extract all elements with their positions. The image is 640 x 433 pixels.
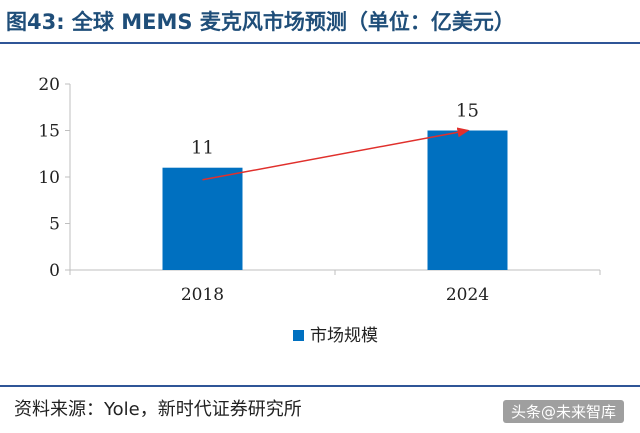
y-tick-label: 15 [38, 122, 60, 142]
y-tick-label: 10 [38, 168, 60, 188]
bar [162, 167, 243, 270]
y-tick-label: 20 [38, 75, 60, 95]
bar-chart: 0 5 10 15 20 11 2018 15 2024 市场规模 [38, 75, 601, 346]
x-tick-label: 2024 [446, 285, 489, 305]
title-bar: 图43: 全球 MEMS 麦克风市场预测（单位：亿美元） [0, 0, 640, 46]
y-tick-label: 0 [49, 261, 60, 281]
data-label: 15 [456, 101, 479, 122]
legend-swatch [293, 330, 304, 341]
bar [427, 130, 508, 270]
data-label: 11 [191, 138, 214, 159]
legend-label: 市场规模 [310, 326, 378, 346]
source-note: 资料来源：Yole，新时代证券研究所 [14, 399, 302, 420]
y-tick-label: 5 [49, 215, 60, 235]
title-divider [0, 42, 640, 44]
watermark: 头条@未来智库 [502, 400, 624, 423]
source-divider [0, 385, 640, 387]
chart-area: 0 5 10 15 20 11 2018 15 2024 市场规模 [0, 46, 640, 376]
x-tick-label: 2018 [181, 285, 224, 305]
trend-arrow [202, 127, 470, 181]
figure-title: 图43: 全球 MEMS 麦克风市场预测（单位：亿美元） [6, 10, 515, 34]
